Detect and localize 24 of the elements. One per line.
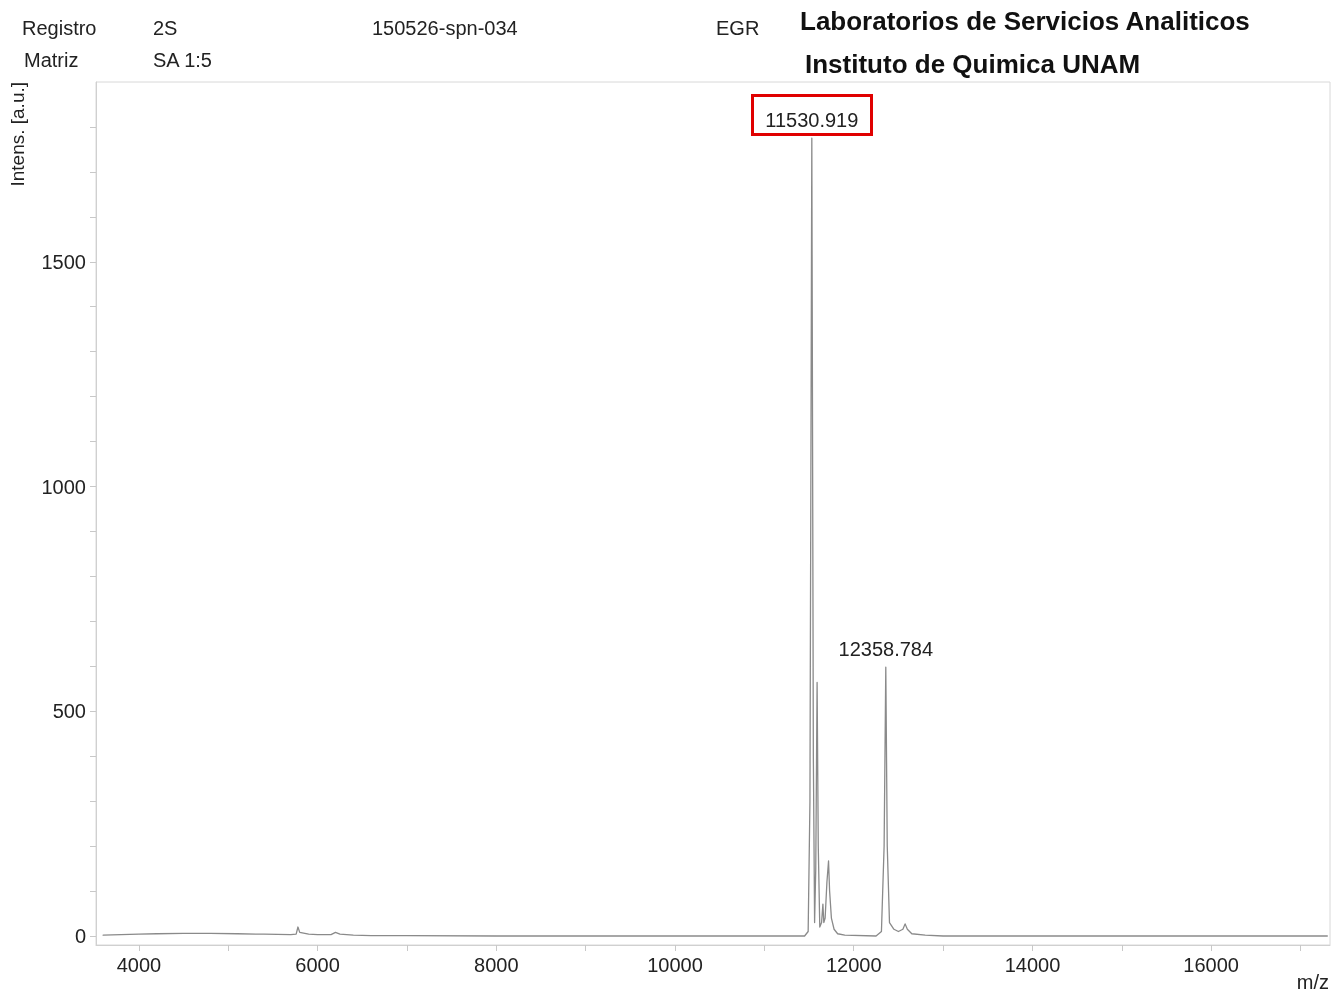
y-tick-label: 1000 — [41, 475, 86, 498]
x-tick-label: 8000 — [474, 954, 519, 976]
x-axis-title: m/z — [1296, 971, 1329, 993]
chart-title: Laboratorios de Servicios Analiticos — [800, 6, 1250, 36]
y-axis-title: Intens. [a.u.] — [7, 81, 28, 187]
annotation: 12358.784 — [838, 638, 934, 661]
x-tick-label: 16000 — [1183, 954, 1239, 976]
x-tick-label: 14000 — [1004, 954, 1061, 976]
text: SA 1:5 — [153, 49, 212, 71]
text: 2S — [153, 17, 178, 39]
y-tick-label: 0 — [74, 925, 86, 948]
text: Registro — [22, 17, 97, 39]
chart-subtitle: Instituto de Quimica UNAM — [805, 49, 1141, 79]
text: Matriz — [24, 49, 79, 71]
x-tick-label: 4000 — [116, 954, 162, 976]
annotation: 11530.919 — [765, 109, 859, 132]
x-tick-label: 10000 — [647, 954, 703, 976]
x-tick-label: 12000 — [825, 954, 882, 976]
line-series — [102, 137, 1328, 937]
y-tick-label: 500 — [52, 700, 86, 723]
x-tick-label: 6000 — [295, 954, 340, 976]
text: EGR — [716, 17, 760, 39]
y-tick-label: 1500 — [41, 250, 86, 273]
text: 150526-spn-034 — [372, 17, 518, 39]
